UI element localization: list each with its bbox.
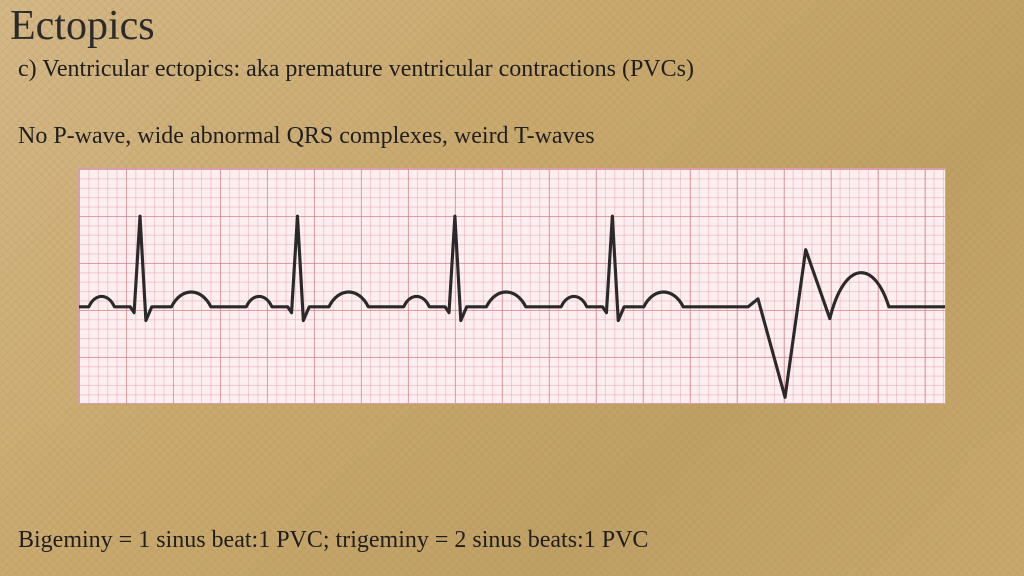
slide-container: Ectopics c) Ventricular ectopics: aka pr… <box>0 0 1024 576</box>
spacer <box>14 83 1010 117</box>
subtitle-line-1: c) Ventricular ectopics: aka premature v… <box>18 56 1010 83</box>
slide-title: Ectopics <box>10 2 1010 50</box>
footer-line: Bigeminy = 1 sinus beat:1 PVC; trigeminy… <box>18 527 648 554</box>
ecg-strip <box>78 168 946 404</box>
ecg-trace <box>79 169 945 401</box>
subtitle-line-2: No P-wave, wide abnormal QRS complexes, … <box>18 123 1010 150</box>
